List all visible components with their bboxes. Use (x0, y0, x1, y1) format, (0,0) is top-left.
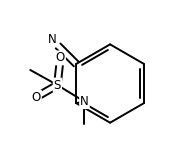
Text: O: O (56, 51, 65, 64)
Text: N: N (80, 95, 89, 108)
Text: O: O (32, 91, 41, 104)
Text: N: N (48, 33, 56, 46)
Text: S: S (54, 79, 61, 92)
